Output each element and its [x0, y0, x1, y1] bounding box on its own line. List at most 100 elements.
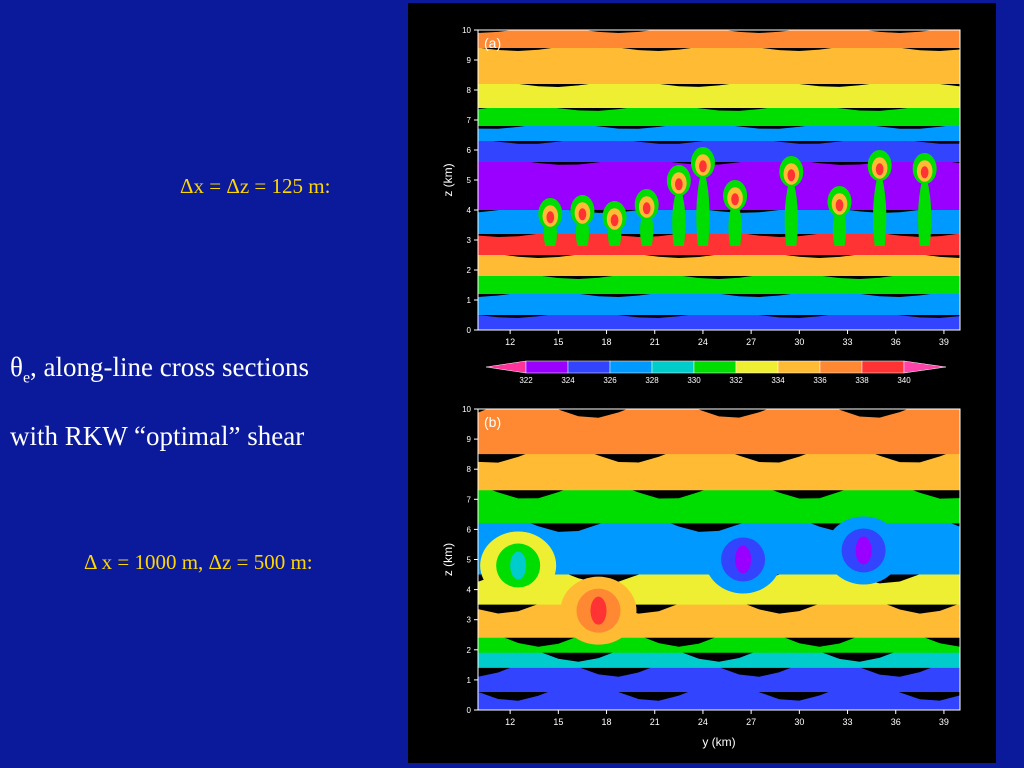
y-axis-label: z (km)	[441, 163, 455, 196]
contour-layer	[478, 445, 960, 491]
theta-symbol: θ	[10, 352, 23, 382]
y-tick-label: 4	[467, 586, 472, 595]
resolution-label-b: Δ x = 1000 m, Δz = 500 m:	[84, 550, 313, 575]
plume-head-core	[699, 160, 707, 173]
colorbar-tick-label: 326	[603, 376, 617, 385]
colorbar-segment	[651, 360, 695, 374]
plume-head-core	[920, 166, 929, 179]
y-tick-label: 0	[467, 706, 472, 715]
colorbar-segment	[609, 360, 653, 374]
contour-layer	[478, 81, 960, 108]
plume-head-core	[875, 163, 884, 176]
plume-head-core	[835, 199, 844, 212]
figure-panel: (a) 0 1 2 3 4 5 6 7 8 9 10 12 15 18 21 24 27 30 33 36 39 z (km…	[408, 3, 996, 763]
pocket-core	[510, 551, 527, 580]
y-tick-label: 6	[467, 146, 472, 155]
colorbar-tick-label: 322	[519, 376, 533, 385]
slide-title-line1: θe, along-line cross sections	[10, 338, 309, 407]
contour-layer	[478, 273, 960, 294]
colorbar-max-triangle	[903, 360, 947, 374]
panel-label: (a)	[484, 35, 501, 51]
contour-layer	[478, 291, 960, 315]
colorbar-segment	[567, 360, 611, 374]
x-tick-label: 12	[505, 717, 515, 727]
x-tick-label: 24	[698, 337, 708, 347]
x-tick-label: 12	[505, 337, 515, 347]
colorbar-segment	[735, 360, 779, 374]
y-tick-label: 2	[467, 266, 472, 275]
x-tick-label: 21	[650, 337, 660, 347]
plume-head-core	[731, 193, 739, 206]
y-axis-label: z (km)	[441, 543, 455, 576]
panel-label: (b)	[484, 414, 501, 430]
y-tick-label: 2	[467, 646, 472, 655]
colorbar-tick-label: 330	[687, 376, 701, 385]
colorbar-segment	[861, 360, 905, 374]
y-tick-label: 10	[462, 26, 471, 35]
y-tick-label: 1	[467, 676, 472, 685]
x-tick-label: 36	[891, 337, 901, 347]
plume-stem	[873, 168, 887, 246]
colorbar-tick-label: 340	[897, 376, 911, 385]
colorbar-min-triangle	[485, 360, 527, 374]
contour-layer	[478, 252, 960, 276]
colorbar-segment	[693, 360, 737, 374]
y-tick-label: 7	[467, 116, 472, 125]
x-tick-label: 36	[891, 717, 901, 727]
x-tick-label: 18	[602, 337, 612, 347]
slide-title: θe, along-line cross sections with RKW “…	[10, 338, 309, 465]
x-tick-label: 27	[746, 717, 756, 727]
plume-stem	[917, 171, 932, 246]
pocket-core	[590, 596, 607, 625]
x-tick-label: 30	[794, 717, 804, 727]
pocket-core	[855, 536, 872, 565]
y-tick-label: 8	[467, 465, 472, 474]
y-tick-label: 3	[467, 236, 472, 245]
y-tick-label: 9	[467, 56, 472, 65]
resolution-label-a: Δx = Δz = 125 m:	[180, 174, 330, 199]
plume-stem	[672, 183, 686, 246]
y-tick-label: 10	[462, 405, 471, 414]
x-tick-label: 27	[746, 337, 756, 347]
contour-layer	[478, 481, 960, 524]
pocket-core	[735, 545, 752, 574]
colorbar-segment	[819, 360, 863, 374]
y-tick-label: 0	[467, 326, 472, 335]
colorbar-segment	[777, 360, 821, 374]
y-tick-label: 9	[467, 435, 472, 444]
colorbar-segment	[525, 360, 569, 374]
y-tick-label: 8	[467, 86, 472, 95]
resolution-label-a-text: Δx = Δz = 125 m:	[180, 174, 331, 198]
contour-layer	[478, 312, 960, 330]
x-tick-label: 39	[939, 337, 949, 347]
y-tick-label: 6	[467, 525, 472, 534]
colorbar-tick-label: 334	[771, 376, 785, 385]
contour-layer	[478, 123, 960, 141]
heatmap-body	[478, 409, 960, 710]
x-tick-label: 33	[843, 717, 853, 727]
y-tick-label: 4	[467, 206, 472, 215]
x-tick-label: 24	[698, 717, 708, 727]
plume-stem	[696, 165, 710, 246]
contour-layer	[478, 409, 960, 455]
plume-head-core	[546, 211, 555, 224]
plume-head-core	[787, 169, 796, 182]
x-tick-label: 30	[794, 337, 804, 347]
contour-layer	[478, 105, 960, 126]
x-tick-label: 15	[553, 337, 563, 347]
y-tick-label: 7	[467, 495, 472, 504]
x-tick-label: 33	[843, 337, 853, 347]
theta-subscript: e	[22, 369, 31, 387]
contour-layer	[478, 138, 960, 162]
colorbar-tick-label: 328	[645, 376, 659, 385]
y-tick-label: 1	[467, 296, 472, 305]
plume-head-core	[674, 178, 683, 191]
resolution-label-b-text: Δ x = 1000 m, Δz = 500 m:	[84, 550, 313, 574]
colorbar-tick-label: 324	[561, 376, 575, 385]
title-line1-text: , along-line cross sections	[30, 352, 309, 382]
contour-layer	[478, 45, 960, 84]
contour-layer	[478, 30, 960, 48]
